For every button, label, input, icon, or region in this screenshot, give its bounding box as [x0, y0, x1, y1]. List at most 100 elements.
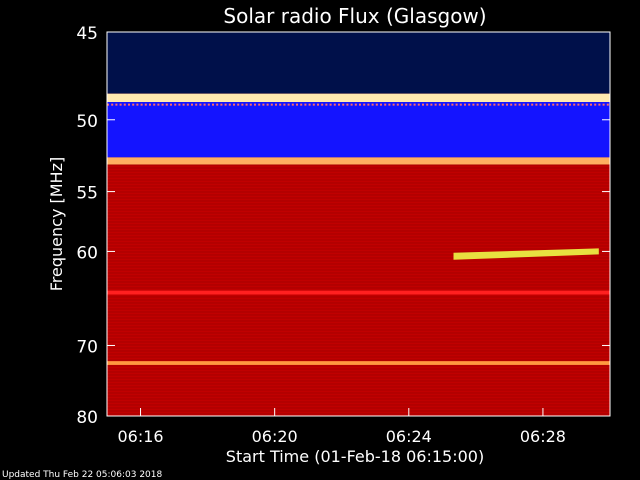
texture-dot	[548, 103, 550, 106]
texture-stripe	[107, 251, 610, 253]
texture-dot	[119, 103, 122, 106]
texture-stripe	[107, 173, 610, 175]
texture-dot	[296, 103, 298, 106]
texture-stripe	[107, 386, 610, 388]
texture-stripe	[107, 353, 610, 355]
texture-stripe	[107, 299, 610, 301]
texture-stripe	[107, 254, 610, 256]
texture-stripe	[107, 365, 610, 367]
texture-dot	[178, 103, 181, 106]
texture-stripe	[107, 185, 610, 187]
texture-stripe	[107, 284, 610, 286]
texture-dot	[514, 103, 517, 106]
texture-dot	[312, 103, 315, 106]
texture-dot	[304, 103, 307, 106]
texture-stripe	[107, 188, 610, 190]
y-tick-label: 60	[76, 243, 98, 263]
texture-stripe	[107, 281, 610, 283]
texture-dot	[413, 103, 416, 106]
texture-stripe	[107, 239, 610, 241]
frequency-band	[107, 32, 610, 94]
texture-stripe	[107, 257, 610, 259]
texture-dot	[300, 103, 303, 106]
y-tick-label: 45	[76, 24, 98, 44]
texture-stripe	[107, 275, 610, 277]
texture-stripe	[107, 176, 610, 178]
texture-dot	[443, 103, 445, 106]
y-axis: 45 50 55 60 70 80	[76, 24, 610, 428]
texture-dot	[224, 103, 227, 106]
texture-dot	[493, 103, 496, 106]
texture-dot	[279, 103, 282, 106]
burst-feature	[453, 248, 599, 260]
texture-dot	[451, 103, 454, 106]
frequency-band	[107, 93, 610, 103]
texture-stripe	[107, 248, 610, 250]
texture-dot	[480, 103, 483, 106]
texture-stripe	[107, 224, 610, 226]
texture-dot	[552, 103, 555, 106]
texture-dot	[338, 103, 340, 106]
texture-stripe	[107, 320, 610, 322]
texture-stripe	[107, 371, 610, 373]
texture-dot	[241, 103, 244, 106]
texture-stripe	[107, 233, 610, 235]
texture-dot	[207, 103, 210, 106]
texture-dot	[233, 103, 235, 106]
texture-dot	[426, 103, 429, 106]
texture-dot	[111, 103, 114, 106]
y-tick-label: 70	[76, 337, 98, 357]
texture-dot	[585, 103, 588, 106]
texture-dot	[367, 103, 370, 106]
texture-dot	[539, 103, 542, 106]
texture-stripe	[107, 389, 610, 391]
texture-dot	[581, 103, 584, 106]
texture-dot	[254, 103, 256, 106]
texture-stripe	[107, 245, 610, 247]
texture-dot	[329, 103, 332, 106]
plot-frame	[106, 31, 611, 417]
texture-dot	[497, 103, 500, 106]
texture-dot	[132, 103, 135, 106]
texture-stripe	[107, 227, 610, 229]
texture-dot	[317, 103, 319, 106]
texture-stripe	[107, 164, 610, 166]
texture-dot	[203, 103, 206, 106]
texture-stripe	[107, 380, 610, 382]
texture-dot	[468, 103, 471, 106]
texture-dot	[510, 103, 513, 106]
texture-dot	[489, 103, 492, 106]
texture-stripe	[107, 296, 610, 298]
texture-stripe	[107, 218, 610, 220]
texture-dot	[401, 103, 403, 106]
texture-stripe	[107, 167, 610, 169]
texture-stripe	[107, 374, 610, 376]
texture-dot	[527, 103, 529, 106]
texture-stripe	[107, 344, 610, 346]
x-axis: 06:16 06:20 06:24 06:28	[117, 408, 566, 446]
texture-dot	[123, 103, 126, 106]
texture-stripe	[107, 314, 610, 316]
texture-dot	[375, 103, 378, 106]
texture-stripe	[107, 305, 610, 307]
texture-dot	[136, 103, 139, 106]
texture-dot	[333, 103, 336, 106]
texture-stripe	[107, 335, 610, 337]
texture-dot	[258, 103, 261, 106]
texture-dot	[476, 103, 479, 106]
texture-dot	[115, 103, 118, 106]
texture-dot	[434, 103, 437, 106]
texture-dot	[182, 103, 185, 106]
frequency-band	[107, 157, 610, 165]
texture-dot	[270, 103, 273, 106]
texture-stripe	[107, 278, 610, 280]
texture-stripe	[107, 359, 610, 361]
texture-dot	[556, 103, 559, 106]
texture-dot	[560, 103, 563, 106]
texture-stripe	[107, 206, 610, 208]
texture-dot	[606, 103, 609, 106]
texture-stripe	[107, 209, 610, 211]
texture-stripe	[107, 194, 610, 196]
texture-stripe	[107, 404, 610, 406]
texture-dot	[409, 103, 412, 106]
